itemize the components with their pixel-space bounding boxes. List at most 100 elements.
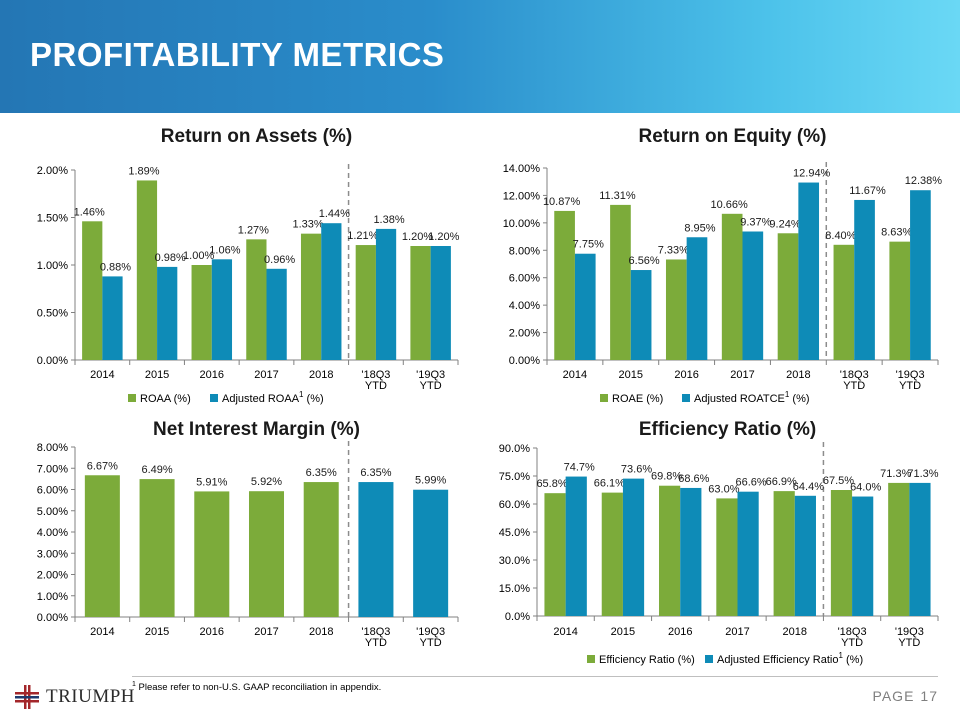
bar-roe-s0-c1	[610, 204, 631, 360]
data-label: 66.1%	[594, 478, 625, 490]
bar-roa-s1-c2	[211, 259, 233, 360]
x-tick-label: YTD	[843, 380, 865, 392]
data-label: 69.8%	[651, 471, 682, 483]
data-label: 1.27%	[238, 224, 269, 236]
bar-roe-s1-c0	[574, 253, 596, 360]
bar-nim-s0-c6	[413, 489, 449, 617]
data-label: 0.96%	[264, 254, 295, 266]
x-tick-label: '19Q3	[895, 626, 924, 638]
data-label: 8.95%	[684, 222, 715, 234]
x-tick-label: 2018	[309, 626, 333, 638]
y-tick-label: 14.00%	[503, 163, 541, 175]
x-tick-label: 2017	[725, 626, 749, 638]
bar-eff-s1-c0	[565, 476, 587, 616]
bar-nim-s0-c5	[358, 482, 394, 617]
x-tick-label: 2018	[309, 369, 333, 381]
bar-eff-s1-c4	[794, 495, 816, 616]
data-label: 1.46%	[74, 206, 105, 218]
data-label: 6.35%	[360, 467, 391, 479]
bar-roe-s1-c4	[798, 182, 820, 360]
bar-nim-s0-c4	[303, 482, 339, 617]
data-label: 12.94%	[793, 168, 831, 180]
y-tick-label: 0.50%	[37, 308, 68, 320]
data-label: 8.40%	[825, 230, 856, 242]
data-label: 10.87%	[543, 196, 581, 208]
bar-nim-s0-c2	[194, 491, 230, 617]
y-tick-label: 3.00%	[37, 548, 68, 560]
data-label: 63.0%	[708, 483, 739, 495]
bar-eff-s1-c1	[622, 478, 645, 616]
bar-roa-s0-c0	[82, 221, 103, 360]
y-tick-label: 4.00%	[37, 527, 68, 539]
data-label: 1.21%	[347, 230, 378, 242]
header-banner: PROFITABILITY METRICS	[0, 0, 960, 113]
data-label: 5.91%	[196, 476, 227, 488]
chart-title: Return on Assets (%)	[161, 126, 352, 147]
bar-eff-s0-c2	[659, 485, 681, 616]
bar-eff-s0-c3	[716, 498, 738, 616]
x-tick-label: 2015	[145, 626, 169, 638]
bar-roe-s0-c6	[889, 241, 911, 360]
bar-roe-s0-c4	[777, 233, 799, 360]
bar-roa-s1-c3	[266, 268, 287, 360]
x-tick-label: 2015	[611, 626, 635, 638]
y-tick-label: 45.0%	[499, 527, 530, 539]
bar-roa-s1-c6	[430, 246, 451, 360]
y-tick-label: 12.00%	[503, 190, 541, 202]
bar-roe-s1-c3	[742, 231, 764, 360]
data-label: 67.5%	[823, 475, 854, 487]
bar-roa-s0-c5	[355, 245, 376, 360]
data-label: 66.6%	[735, 477, 766, 489]
bar-roa-s0-c3	[246, 239, 267, 360]
x-tick-label: '19Q3	[416, 626, 445, 638]
data-label: 0.88%	[100, 261, 131, 273]
data-label: 0.98%	[155, 252, 186, 264]
bar-eff-s1-c5	[852, 496, 874, 616]
y-tick-label: 6.00%	[509, 273, 540, 285]
x-tick-label: 2014	[90, 369, 114, 381]
y-tick-label: 0.00%	[509, 355, 540, 367]
legend-swatch	[587, 655, 595, 663]
x-tick-label: '18Q3	[361, 626, 390, 638]
bar-roe-s0-c3	[721, 213, 743, 360]
footnote: 1 Please refer to non-U.S. GAAP reconcil…	[132, 681, 381, 693]
x-tick-label: YTD	[899, 380, 921, 392]
y-tick-label: 1.00%	[37, 260, 68, 272]
legend-swatch	[600, 394, 608, 402]
bar-roe-s0-c5	[833, 244, 855, 360]
page-label: PAGE	[872, 688, 915, 704]
y-tick-label: 60.0%	[499, 499, 530, 511]
bar-roa-s0-c6	[410, 246, 431, 360]
data-label: 5.99%	[415, 475, 446, 487]
data-label: 65.8%	[536, 478, 567, 490]
x-tick-label: 2014	[90, 626, 114, 638]
data-label: 64.4%	[793, 481, 824, 493]
chart-title: Efficiency Ratio (%)	[639, 419, 816, 440]
x-tick-label: 2018	[783, 626, 807, 638]
logo-text: TRIUMPH	[46, 686, 136, 707]
x-tick-label: YTD	[841, 637, 863, 649]
bar-eff-s0-c4	[773, 491, 795, 616]
data-label: 1.44%	[319, 208, 350, 220]
y-tick-label: 1.00%	[37, 591, 68, 603]
y-tick-label: 5.00%	[37, 506, 68, 518]
triumph-cross-icon	[15, 685, 39, 709]
x-tick-label: 2014	[563, 369, 587, 381]
bar-roe-s0-c2	[665, 259, 687, 360]
data-label: 68.6%	[678, 473, 709, 485]
x-tick-label: YTD	[898, 637, 920, 649]
bar-roe-s1-c5	[854, 199, 875, 360]
x-tick-label: 2015	[145, 369, 169, 381]
bar-eff-s0-c1	[601, 492, 623, 616]
return-on-equity-chart: Return on Equity (%) 0.00% 2.00% 4.00% 6.00%…	[503, 126, 943, 405]
company-logo: TRIUMPH	[14, 684, 135, 710]
y-tick-label: 0.0%	[505, 611, 530, 623]
y-tick-label: 7.00%	[37, 463, 68, 475]
data-label: 6.49%	[141, 464, 172, 476]
bar-eff-s0-c6	[888, 482, 910, 616]
y-tick-label: 75.0%	[499, 471, 530, 483]
bar-roa-s1-c0	[102, 276, 123, 360]
page-number: PAGE 17	[867, 688, 938, 704]
x-tick-label: YTD	[365, 380, 387, 392]
bar-roa-s1-c4	[321, 223, 342, 360]
